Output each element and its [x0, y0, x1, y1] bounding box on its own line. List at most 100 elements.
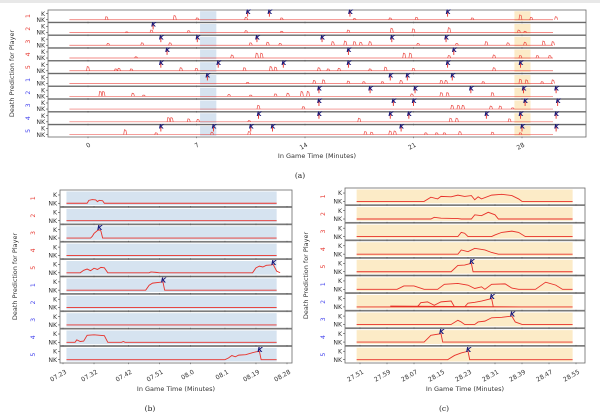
kill-marker-k: K: [212, 123, 218, 131]
prediction-spike: [523, 41, 527, 46]
prediction-spike: [346, 80, 351, 84]
player-label: 3: [320, 230, 327, 234]
player-row-team1-4: KNK 4: [320, 240, 586, 259]
ytick-label-nk: NK: [48, 253, 58, 260]
player-label: 4: [320, 247, 327, 251]
x-axis-label: In Game Time (Minutes): [137, 385, 215, 393]
prediction-spike: [168, 42, 172, 46]
prediction-spike: [535, 55, 540, 59]
prediction-spike: [86, 66, 90, 71]
kill-marker-k: K: [271, 259, 277, 267]
ytick-label-nk: NK: [333, 304, 343, 311]
prediction-spike: [114, 68, 118, 71]
row-frame: [59, 293, 293, 312]
player-label: 3: [25, 103, 32, 107]
prediction-spike: [210, 131, 214, 135]
prediction-line: [356, 350, 573, 361]
ytick-label-nk: NK: [48, 340, 58, 347]
player-label: 2: [320, 212, 327, 216]
ytick-label-nk: NK: [48, 305, 58, 312]
prediction-spike: [149, 29, 154, 33]
ytick-label-nk: NK: [48, 200, 58, 207]
highlight-window: [200, 36, 217, 47]
highlight-window: [514, 100, 531, 111]
prediction-spike: [230, 54, 234, 59]
player-label: 4: [30, 248, 37, 252]
kill-marker-k: K: [405, 72, 411, 80]
prediction-spike: [129, 68, 134, 71]
kill-marker-k: K: [317, 110, 323, 118]
prediction-spike: [368, 68, 372, 71]
kill-marker: K: [412, 97, 418, 106]
kill-marker: K: [346, 46, 352, 55]
highlight-window: [200, 11, 217, 21]
kill-marker-k: K: [388, 72, 394, 80]
kill-marker: K: [317, 110, 323, 119]
kill-marker-k: K: [554, 123, 560, 131]
prediction-spike: [300, 90, 304, 97]
ytick-label-k: K: [338, 296, 343, 303]
ytick-label-k: K: [338, 208, 343, 215]
highlight-window: [514, 113, 531, 124]
kill-marker: K: [439, 328, 445, 336]
ytick-label-k: K: [338, 243, 343, 250]
prediction-spike: [256, 104, 261, 110]
prediction-spike: [358, 41, 363, 46]
player-label: 3: [25, 40, 32, 44]
ytick-label-nk: NK: [333, 251, 343, 258]
ytick-label-k: K: [53, 296, 58, 303]
prediction-line: [356, 297, 573, 308]
kill-marker-k: K: [444, 33, 450, 41]
prediction-line: [66, 199, 277, 204]
kill-marker-k: K: [346, 46, 352, 54]
xtick-label: 28.23: [454, 369, 473, 384]
prediction-spike: [369, 131, 374, 135]
ytick-label-nk: NK: [36, 119, 46, 126]
kill-marker-k: K: [348, 8, 354, 16]
kill-marker: K: [554, 84, 560, 94]
prediction-spike: [455, 117, 459, 122]
kill-marker: K: [255, 33, 261, 43]
row-frame: [59, 241, 293, 260]
prediction-spike: [142, 94, 146, 97]
prediction-spike: [346, 29, 351, 33]
kill-marker-k: K: [519, 59, 525, 67]
kill-marker-k: K: [159, 33, 165, 41]
player-label: 5: [25, 129, 32, 133]
prediction-line: [356, 333, 573, 343]
kill-marker-k: K: [159, 59, 165, 67]
prediction-spike: [326, 68, 331, 71]
ytick-label-nk: NK: [333, 322, 343, 329]
prediction-spike: [416, 43, 420, 46]
time-window-fill: [66, 313, 277, 327]
kill-marker-k: K: [554, 110, 560, 118]
ytick-label-nk: NK: [48, 287, 58, 294]
xtick-label: 28.15: [427, 369, 446, 384]
panel-caption: (c): [439, 404, 449, 413]
ytick-label-k: K: [53, 227, 58, 234]
ytick-label-nk: NK: [333, 339, 343, 346]
kill-marker: K: [466, 346, 472, 354]
xtick-label: 08.1: [215, 369, 230, 382]
prediction-spike: [489, 105, 493, 110]
prediction-spike: [541, 40, 546, 46]
xtick-label: 27.51: [346, 369, 365, 384]
prediction-spike: [172, 14, 177, 20]
kill-marker: K: [399, 123, 405, 132]
ytick-label-k: K: [53, 244, 58, 251]
kill-marker-k: K: [216, 59, 222, 67]
kill-marker-k: K: [523, 97, 529, 105]
prediction-line: [66, 229, 277, 239]
prediction-spike: [337, 67, 341, 71]
kill-marker: K: [556, 97, 562, 106]
prediction-spike: [551, 79, 555, 84]
prediction-spike: [125, 31, 129, 33]
prediction-spike: [490, 92, 495, 97]
highlight-window: [514, 23, 531, 34]
kill-marker: K: [523, 97, 529, 106]
